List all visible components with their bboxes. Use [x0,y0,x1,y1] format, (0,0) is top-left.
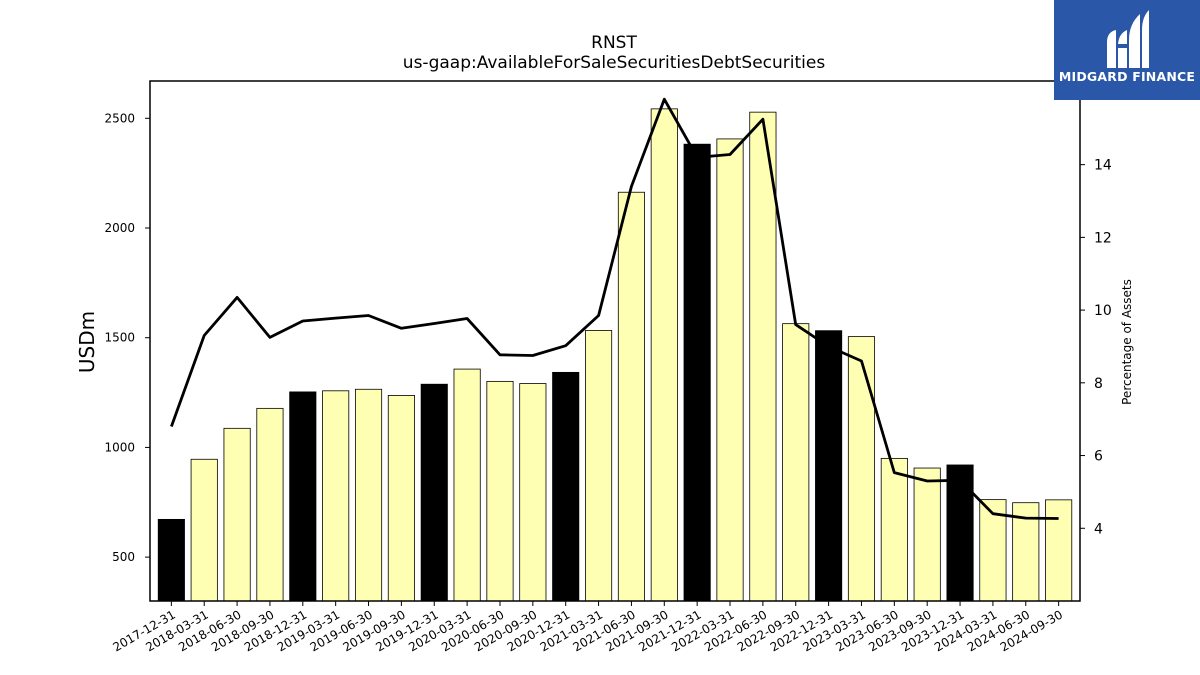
bar [716,138,744,602]
bar [1045,499,1073,602]
chart-subtitle: us-gaap:AvailableForSaleSecuritiesDebtSe… [403,53,826,73]
brand-logo: MIDGARD FINANCE [1054,0,1200,100]
bar [552,371,580,602]
bar [256,407,284,602]
bar [519,383,547,602]
bar [782,323,810,602]
bar [913,467,941,602]
y2-tick-label: 10 [1094,303,1112,319]
bar [683,143,711,602]
plot-frame [149,80,1081,602]
bar [815,330,843,602]
y2-axis-label: Percentage of Assets [1120,279,1134,405]
line-group [170,97,1059,520]
y-axis-label: USDm [75,311,99,373]
y2-tick-label: 8 [1094,376,1103,392]
bar [617,191,645,602]
y-tick-label: 1500 [104,331,135,345]
y2-tick-label: 14 [1094,158,1112,174]
bar [157,518,185,602]
bar [749,111,777,602]
bar [289,391,317,602]
bar [847,336,876,602]
bar [354,388,383,602]
bar [223,427,251,602]
bar [979,499,1007,602]
y-tick-label: 2000 [104,221,135,235]
bar [486,380,514,602]
y-tick-label: 2500 [104,111,135,125]
logo-mark-icon [1107,10,1149,68]
bar [946,464,974,602]
logo-text: MIDGARD FINANCE [1058,69,1196,84]
bar [880,457,908,602]
bar [453,368,481,602]
bars-group [157,108,1073,602]
bar [650,108,678,602]
bar [585,330,613,602]
y-tick-label: 500 [112,550,135,564]
y2-tick-label: 6 [1094,449,1103,465]
bar [387,395,415,602]
bar [420,383,448,602]
y2-tick-label: 12 [1094,230,1112,246]
bar [322,390,350,602]
y-tick-label: 1000 [104,440,135,454]
percentage-line [170,97,1059,520]
bar [190,458,218,602]
chart-title: RNST [591,33,637,53]
y2-tick-label: 4 [1094,521,1103,537]
